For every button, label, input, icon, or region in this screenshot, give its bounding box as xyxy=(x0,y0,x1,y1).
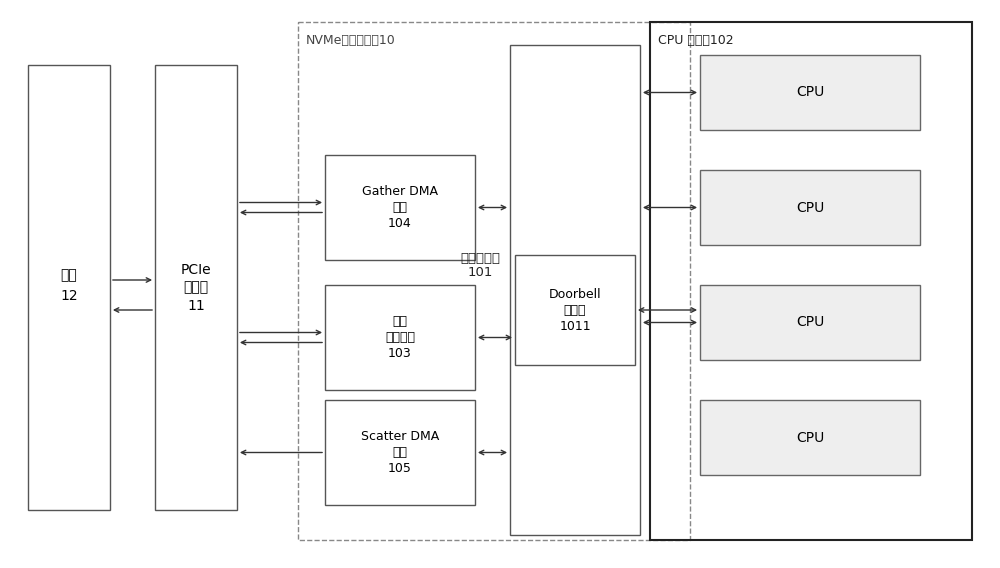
Text: 104: 104 xyxy=(388,217,412,230)
Text: 12: 12 xyxy=(60,289,78,303)
Bar xyxy=(28,65,110,510)
Text: CPU: CPU xyxy=(796,431,824,445)
Text: 寄存器: 寄存器 xyxy=(564,303,586,316)
Text: 存取模块: 存取模块 xyxy=(385,331,415,344)
Text: Scatter DMA: Scatter DMA xyxy=(361,430,439,443)
Text: 控制器: 控制器 xyxy=(183,281,209,294)
Text: PCIe: PCIe xyxy=(181,262,211,277)
Bar xyxy=(700,285,920,360)
Text: 主机: 主机 xyxy=(392,315,408,328)
Bar xyxy=(650,22,972,540)
Bar xyxy=(700,170,920,245)
Text: 主机: 主机 xyxy=(61,269,77,282)
Text: 模块: 模块 xyxy=(392,201,408,214)
Bar xyxy=(325,155,475,260)
Text: CPU: CPU xyxy=(796,201,824,215)
Text: 103: 103 xyxy=(388,347,412,360)
Text: NVMe协议处理器10: NVMe协议处理器10 xyxy=(306,34,396,47)
Bar xyxy=(155,65,237,510)
Bar xyxy=(298,22,690,540)
Text: 1011: 1011 xyxy=(559,319,591,332)
Text: CPU 子系统102: CPU 子系统102 xyxy=(658,34,734,47)
Text: Doorbell: Doorbell xyxy=(549,287,601,300)
Bar xyxy=(515,255,635,365)
Text: 模块: 模块 xyxy=(392,446,408,459)
Bar xyxy=(700,400,920,475)
Text: Gather DMA: Gather DMA xyxy=(362,185,438,198)
Bar xyxy=(700,55,920,130)
Text: 共享存储器
101: 共享存储器 101 xyxy=(460,252,500,279)
Bar xyxy=(325,400,475,505)
Bar xyxy=(510,45,640,535)
Text: CPU: CPU xyxy=(796,86,824,99)
Text: 105: 105 xyxy=(388,462,412,475)
Text: 11: 11 xyxy=(187,299,205,312)
Bar xyxy=(325,285,475,390)
Text: CPU: CPU xyxy=(796,315,824,329)
